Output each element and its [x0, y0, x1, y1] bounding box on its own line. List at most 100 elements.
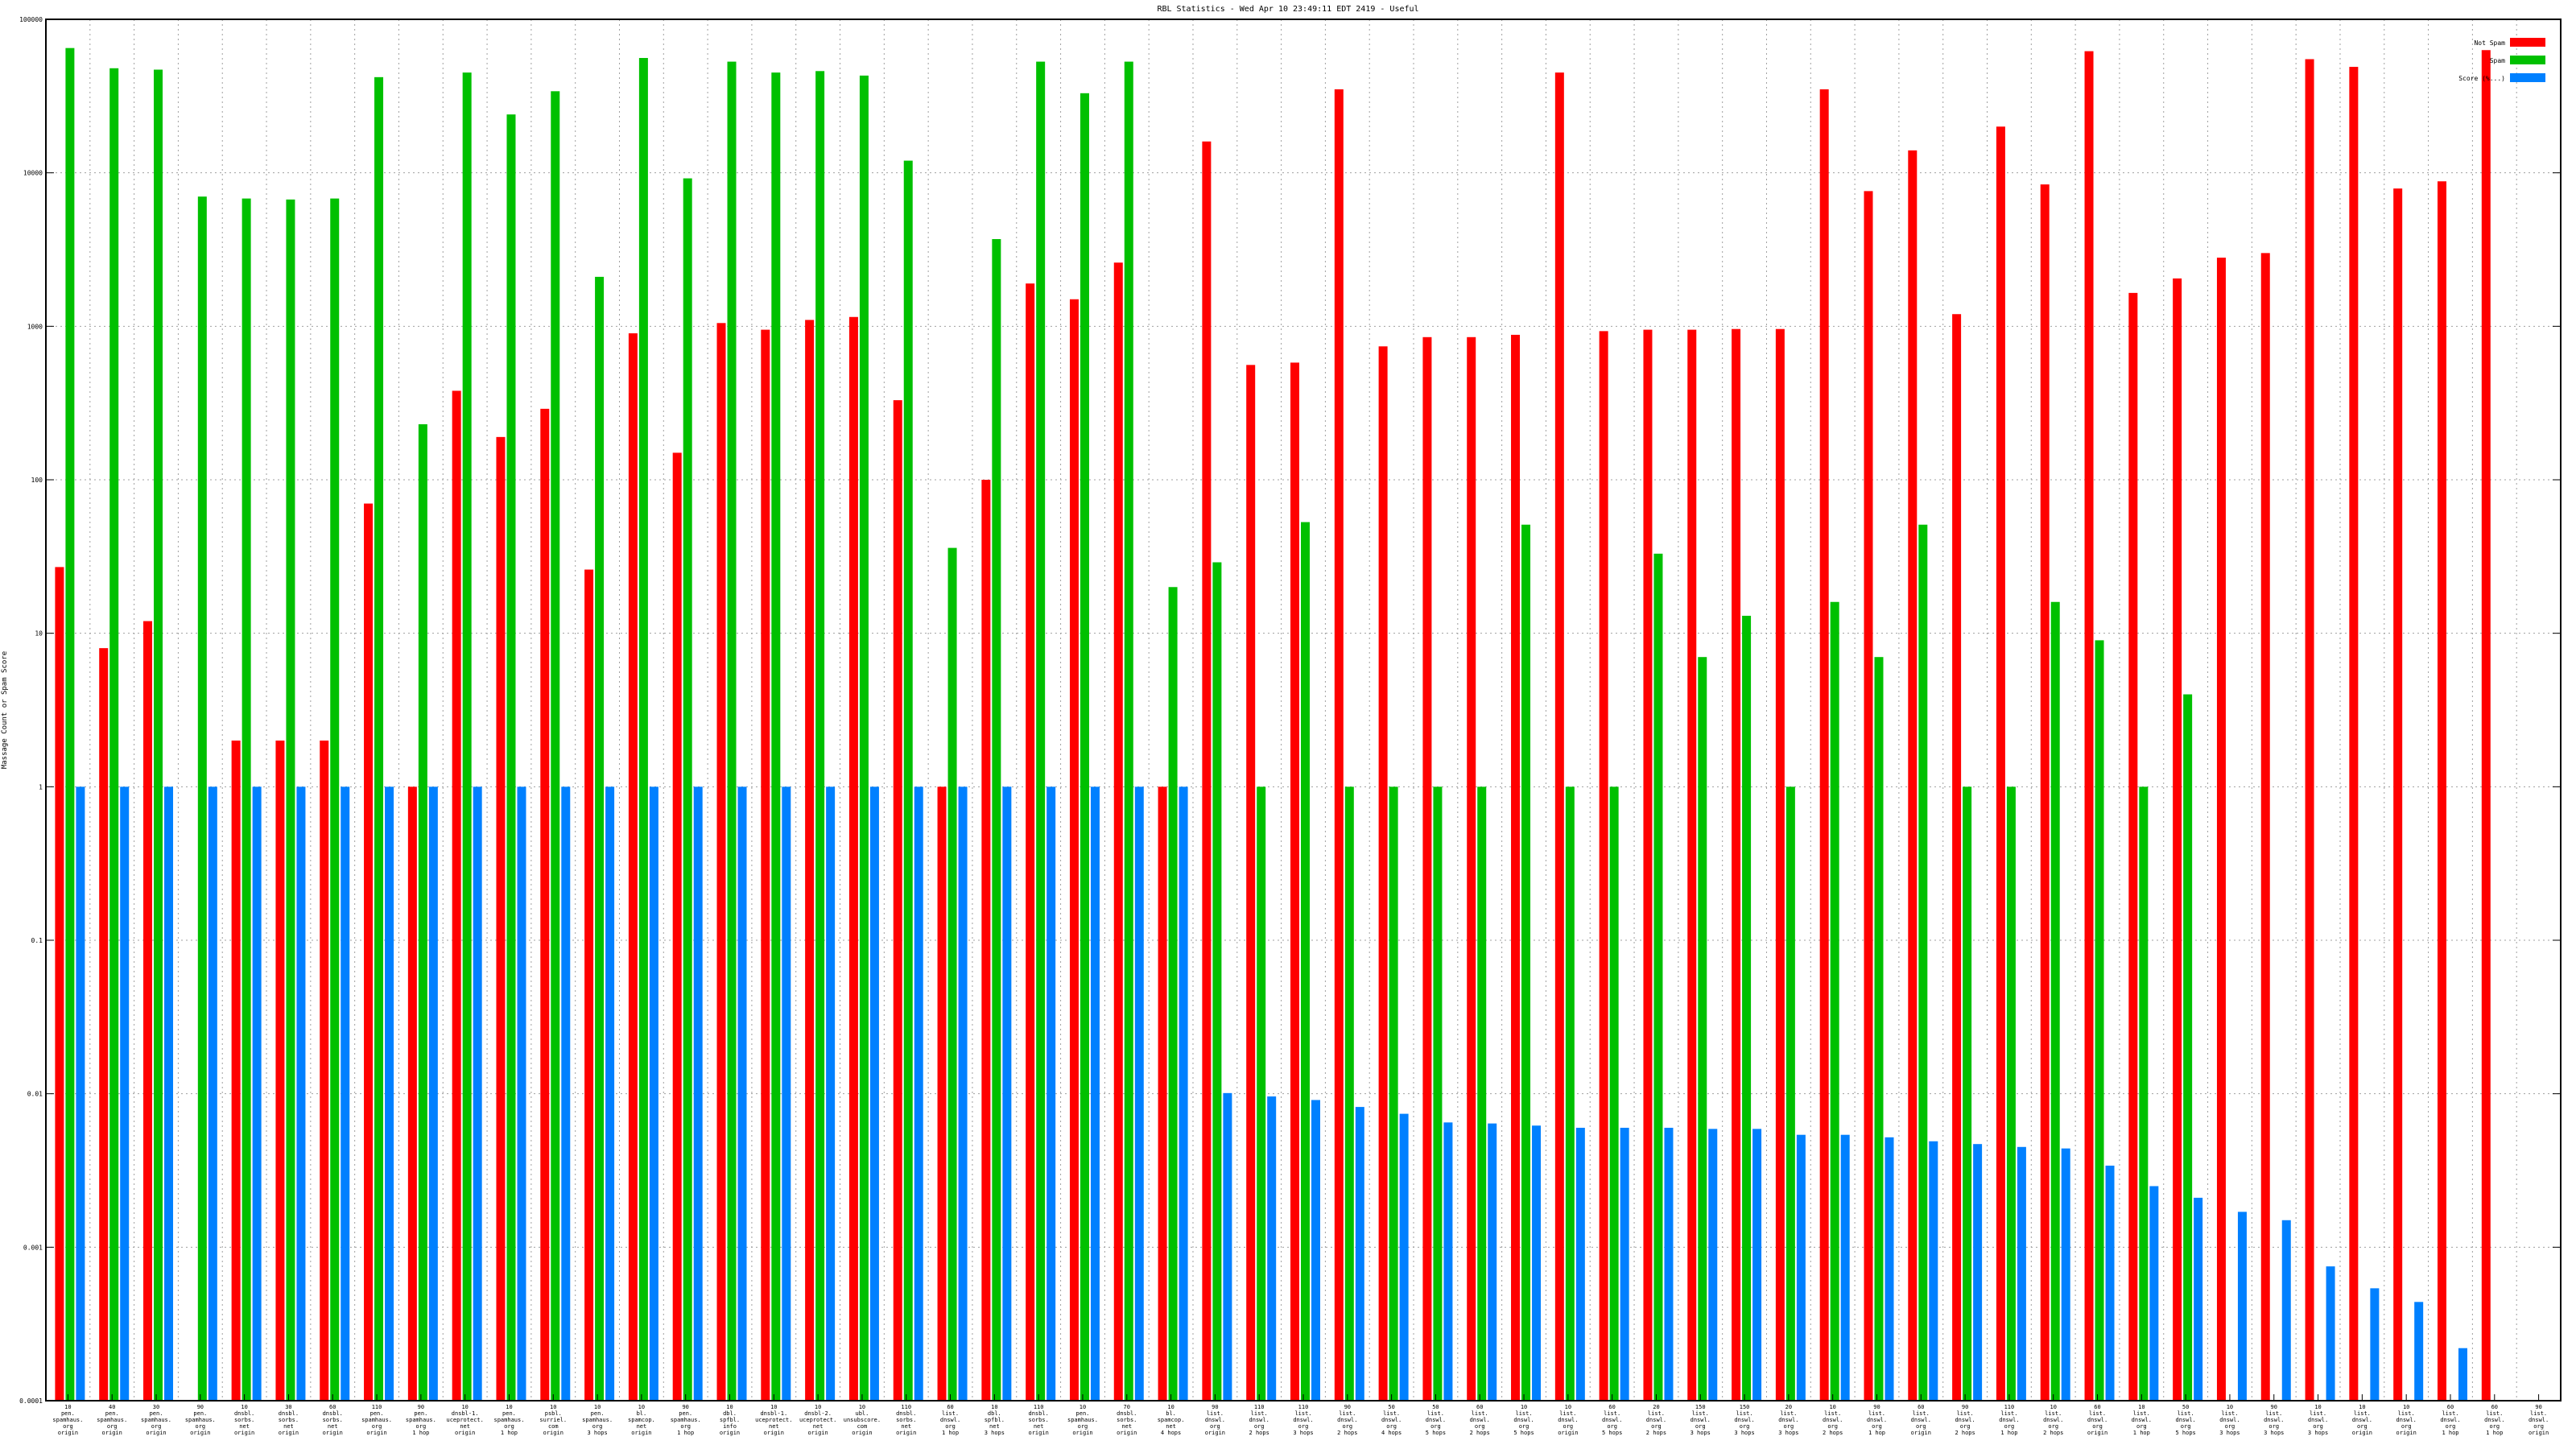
x-tick-label: 90 list. dnswl. org 2 hops [1337, 1404, 1357, 1436]
x-tick-label: 110 dnsbl. sorbs. net origin [896, 1404, 916, 1436]
x-tick-label: 10 list. dnswl. org 3 hops [2219, 1404, 2240, 1436]
bar-score [1929, 1141, 1938, 1401]
bar-not-spam [1952, 314, 1962, 1402]
bar-not-spam [1864, 191, 1873, 1401]
x-tick-label: 50 list. dnswl. org 4 hops [1381, 1404, 1402, 1436]
x-tick-label: 10 list. dnswl. org origin [1558, 1404, 1578, 1436]
bar-not-spam [1467, 336, 1476, 1402]
bar-spam [1477, 786, 1487, 1401]
x-tick-label: 10 list. dnswl. org 2 hops [2043, 1404, 2063, 1436]
bar-spam [1565, 786, 1575, 1401]
bar-score [2237, 1212, 2247, 1401]
x-tick-label: 90 pen. spamhaus. org 1 hop [406, 1404, 436, 1436]
bar-not-spam [275, 740, 285, 1401]
bar-spam [551, 91, 560, 1402]
y-tick-label: 10000 [23, 170, 43, 177]
y-tick-label: 10 [35, 630, 43, 638]
bar-score [1443, 1122, 1453, 1401]
bar-not-spam [2305, 59, 2314, 1402]
bar-score [1399, 1113, 1409, 1401]
bar-score [561, 786, 571, 1401]
bar-spam [2183, 694, 2193, 1401]
bar-spam [109, 68, 119, 1402]
bar-not-spam [2349, 67, 2359, 1401]
bar-not-spam [716, 323, 726, 1402]
bar-not-spam [1599, 331, 1608, 1402]
bar-not-spam [937, 786, 947, 1401]
bar-score [1708, 1129, 1718, 1401]
x-tick-label: 150 list. dnswl. org 3 hops [1690, 1404, 1711, 1436]
y-tick-label: 0.0001 [19, 1397, 43, 1405]
bar-spam [1609, 786, 1619, 1401]
bar-not-spam [1378, 346, 1388, 1401]
x-tick-label: 110 dnsbl. sorbs. net origin [1029, 1404, 1049, 1436]
bar-not-spam [1908, 150, 1918, 1401]
bar-score [826, 786, 836, 1401]
bar-not-spam [628, 333, 638, 1402]
bar-spam [1389, 786, 1398, 1401]
bar-spam [638, 58, 648, 1401]
x-tick-label: 90 pen. spamhaus. org 1 hop [671, 1404, 701, 1436]
bars-layer [55, 47, 2491, 1402]
x-axis-ticks: 10 pen. spamhaus. org origin 40 pen. spamhaus. o… [52, 1394, 2549, 1436]
x-tick-label: 70 dnsbl. sorbs. net origin [1117, 1404, 1137, 1436]
x-tick-label: 40 pen. spamhaus. org origin [97, 1404, 127, 1436]
x-tick-label: 10 psbl. surriel. com origin [539, 1404, 567, 1436]
bar-score [914, 786, 923, 1401]
x-tick-label: 10 list. dnswl. org 1 hop [2132, 1404, 2152, 1436]
x-tick-label: 90 list. dnswl. org 1 hop [1867, 1404, 1887, 1436]
x-tick-label: 30 pen. spamhaus. org origin [141, 1404, 171, 1436]
bar-not-spam [496, 436, 506, 1401]
bar-spam [1080, 93, 1089, 1401]
bar-spam [1698, 657, 1707, 1401]
y-tick-label: 0.001 [23, 1244, 43, 1251]
x-tick-label: 10 dbl. spfbl. net 3 hops [985, 1404, 1005, 1436]
bar-not-spam [407, 786, 417, 1401]
bar-spam [1036, 61, 1046, 1401]
bar-not-spam [584, 569, 594, 1401]
bar-not-spam [1069, 299, 1079, 1402]
legend-label: Score (%...) [2458, 75, 2505, 82]
bar-score [2370, 1288, 2380, 1401]
x-tick-label: 10 bl. spamcop. net origin [628, 1404, 655, 1436]
bar-spam [1168, 587, 1178, 1401]
bar-spam [506, 114, 516, 1401]
bar-not-spam [2216, 258, 2226, 1401]
bar-not-spam [364, 503, 374, 1401]
x-tick-label: 10 dnsbl. sorbs. net origin [234, 1404, 254, 1436]
x-tick-label: 60 list. dnswl. org 1 hop [2484, 1404, 2504, 1436]
x-tick-label: 60 list. dnswl. org origin [1911, 1404, 1931, 1436]
bar-not-spam [2173, 278, 2182, 1401]
bar-score [76, 786, 85, 1401]
bar-score [2149, 1186, 2159, 1401]
bar-not-spam [2393, 188, 2403, 1401]
x-tick-label: 30 dnsbl. sorbs. net origin [279, 1404, 299, 1436]
bar-score [1002, 786, 1012, 1401]
bar-spam [2006, 786, 2016, 1401]
bar-not-spam [1643, 329, 1653, 1401]
x-tick-label: 10 dnsbl-2. uceprotect. net origin [799, 1404, 836, 1436]
x-tick-label: 60 list. dnswl. org origin [2087, 1404, 2107, 1436]
bar-not-spam [761, 329, 770, 1401]
bar-score [473, 786, 482, 1401]
bar-spam [330, 198, 340, 1401]
bar-spam [2050, 601, 2060, 1401]
x-tick-label: 90 list. dnswl. org origin [1205, 1404, 1225, 1436]
bar-not-spam [1202, 141, 1212, 1401]
bar-not-spam [99, 648, 109, 1401]
bar-score [385, 786, 394, 1401]
x-tick-label: 10 pen. spamhaus. org origin [1067, 1404, 1098, 1436]
bar-score [2105, 1165, 2115, 1401]
bar-spam [462, 72, 472, 1401]
bar-score [296, 786, 306, 1401]
bar-not-spam [2040, 184, 2050, 1401]
x-tick-label: 90 pen. spamhaus. org origin [185, 1404, 216, 1436]
bar-not-spam [540, 408, 550, 1401]
y-tick-label: 1 [39, 783, 43, 791]
x-tick-label: 60 list. dnswl. org 2 hops [1470, 1404, 1490, 1436]
x-tick-label: 110 list. dnswl. org 2 hops [1249, 1404, 1269, 1436]
bar-score [1620, 1127, 1629, 1401]
bar-spam [1212, 562, 1222, 1401]
legend: Not Spam Spam Score (%...) [2458, 38, 2545, 82]
bar-score [2326, 1266, 2335, 1401]
